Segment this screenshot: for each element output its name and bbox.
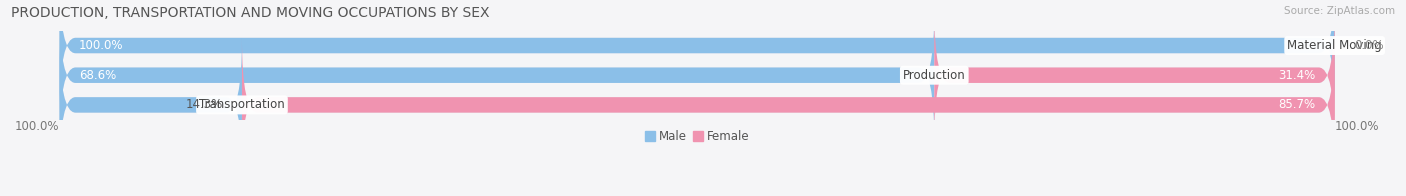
FancyBboxPatch shape (59, 9, 934, 142)
FancyBboxPatch shape (242, 38, 1334, 172)
Text: 100.0%: 100.0% (79, 39, 124, 52)
Text: 14.3%: 14.3% (186, 98, 222, 111)
Text: Transportation: Transportation (200, 98, 285, 111)
Text: Source: ZipAtlas.com: Source: ZipAtlas.com (1284, 6, 1395, 16)
FancyBboxPatch shape (59, 38, 1334, 172)
Legend: Male, Female: Male, Female (640, 125, 754, 148)
FancyBboxPatch shape (59, 0, 1334, 112)
Text: Production: Production (903, 69, 966, 82)
FancyBboxPatch shape (59, 9, 1334, 142)
Text: 31.4%: 31.4% (1278, 69, 1316, 82)
FancyBboxPatch shape (59, 38, 242, 172)
Text: 68.6%: 68.6% (79, 69, 117, 82)
Text: Material Moving: Material Moving (1288, 39, 1382, 52)
FancyBboxPatch shape (934, 9, 1334, 142)
Text: 100.0%: 100.0% (1334, 120, 1379, 133)
FancyBboxPatch shape (59, 0, 1334, 112)
Text: 100.0%: 100.0% (15, 120, 59, 133)
Text: 85.7%: 85.7% (1278, 98, 1316, 111)
Text: PRODUCTION, TRANSPORTATION AND MOVING OCCUPATIONS BY SEX: PRODUCTION, TRANSPORTATION AND MOVING OC… (11, 6, 489, 20)
Text: 0.0%: 0.0% (1354, 39, 1384, 52)
